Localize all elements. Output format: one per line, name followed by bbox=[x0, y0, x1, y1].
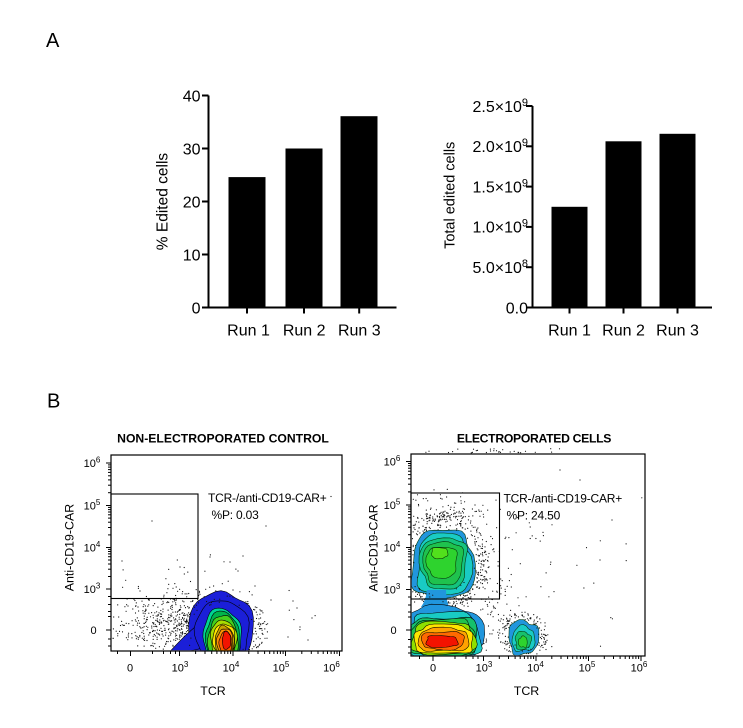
svg-text:ELECTROPORATED CELLS: ELECTROPORATED CELLS bbox=[457, 432, 611, 446]
svg-text:TCR-/anti-CD19-CAR+: TCR-/anti-CD19-CAR+ bbox=[504, 491, 623, 505]
svg-text:0: 0 bbox=[192, 300, 201, 317]
svg-text:0: 0 bbox=[390, 625, 396, 637]
svg-text:TCR: TCR bbox=[200, 684, 226, 698]
svg-text:NON-ELECTROPORATED CONTROL: NON-ELECTROPORATED CONTROL bbox=[117, 432, 329, 446]
svg-text:5.0×108: 5.0×108 bbox=[472, 258, 528, 277]
svg-text:0: 0 bbox=[430, 663, 436, 675]
svg-text:10: 10 bbox=[183, 247, 201, 264]
svg-text:%P: 24.50: %P: 24.50 bbox=[507, 509, 561, 523]
svg-text:Run 3: Run 3 bbox=[338, 323, 381, 340]
svg-text:% Edited cells: % Edited cells bbox=[155, 153, 172, 251]
svg-text:TCR-/anti-CD19-CAR+: TCR-/anti-CD19-CAR+ bbox=[208, 491, 327, 505]
svg-text:Anti-CD19-CAR: Anti-CD19-CAR bbox=[367, 504, 381, 591]
svg-text:2.0×109: 2.0×109 bbox=[472, 137, 528, 156]
svg-text:%P: 0.03: %P: 0.03 bbox=[212, 508, 260, 522]
svg-text:TCR: TCR bbox=[514, 684, 540, 698]
svg-text:Run 2: Run 2 bbox=[602, 323, 645, 340]
svg-text:Total edited cells: Total edited cells bbox=[443, 142, 459, 249]
svg-text:B: B bbox=[47, 391, 60, 413]
svg-text:0: 0 bbox=[90, 625, 96, 637]
svg-text:Run 1: Run 1 bbox=[548, 323, 591, 340]
svg-text:2.5×109: 2.5×109 bbox=[472, 97, 528, 116]
svg-text:A: A bbox=[46, 30, 60, 52]
svg-text:20: 20 bbox=[183, 194, 201, 211]
svg-text:Run 2: Run 2 bbox=[283, 323, 326, 340]
svg-text:1.5×109: 1.5×109 bbox=[472, 177, 528, 196]
svg-text:0: 0 bbox=[127, 663, 133, 675]
svg-text:1.0×109: 1.0×109 bbox=[472, 218, 528, 237]
svg-text:40: 40 bbox=[183, 88, 201, 105]
svg-text:30: 30 bbox=[183, 141, 201, 158]
svg-text:Run 3: Run 3 bbox=[656, 323, 699, 340]
svg-text:Run 1: Run 1 bbox=[227, 323, 270, 340]
svg-text:0.0: 0.0 bbox=[506, 300, 528, 317]
svg-text:Anti-CD19-CAR: Anti-CD19-CAR bbox=[63, 504, 77, 591]
